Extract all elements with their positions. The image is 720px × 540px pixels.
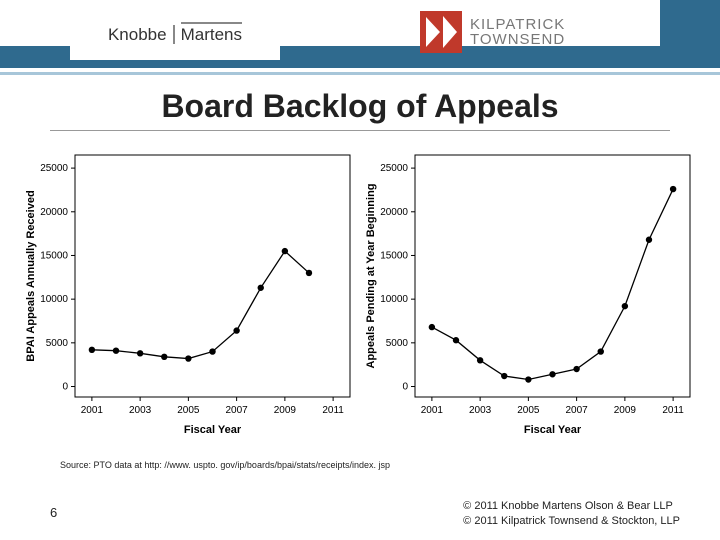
kilpatrick-mark-icon [420, 11, 462, 53]
header-underline [0, 72, 720, 75]
kilpatrick-text: KILPATRICK TOWNSEND [470, 17, 565, 47]
knobbe-martens-logo: Knobbe Martens [70, 10, 280, 60]
svg-text:25000: 25000 [380, 163, 408, 174]
svg-text:0: 0 [402, 382, 408, 393]
svg-text:2007: 2007 [225, 405, 248, 416]
source-text: Source: PTO data at http: //www. uspto. … [60, 460, 390, 470]
charts-row: 0 5000 10000 15000 20000 25000 2001 2003 2005 200… [20, 145, 700, 445]
logo-right-line1: KILPATRICK [470, 17, 565, 32]
footer: © 2011 Knobbe Martens Olson & Bear LLP ©… [463, 499, 680, 528]
page-number: 6 [50, 505, 57, 520]
svg-text:15000: 15000 [380, 250, 408, 261]
svg-text:2011: 2011 [662, 405, 684, 416]
svg-text:Fiscal Year: Fiscal Year [184, 424, 242, 436]
svg-text:10000: 10000 [40, 294, 68, 305]
svg-text:BPAI Appeals Annually Received: BPAI Appeals Annually Received [25, 190, 37, 361]
kilpatrick-townsend-logo: KILPATRICK TOWNSEND [420, 4, 650, 60]
svg-text:25000: 25000 [40, 163, 68, 174]
svg-text:2007: 2007 [565, 405, 588, 416]
svg-text:15000: 15000 [40, 250, 68, 261]
title-rule [50, 130, 670, 131]
logo-left-word-b: Martens [181, 22, 242, 44]
svg-text:5000: 5000 [386, 338, 409, 349]
copyright-line-2: © 2011 Kilpatrick Townsend & Stockton, L… [463, 514, 680, 528]
svg-text:20000: 20000 [40, 207, 68, 218]
logo-left-word-a: Knobbe [108, 25, 175, 44]
copyright-line-1: © 2011 Knobbe Martens Olson & Bear LLP [463, 499, 680, 513]
svg-text:2003: 2003 [129, 405, 152, 416]
page-title: Board Backlog of Appeals [131, 88, 588, 129]
chart-appeals-pending: 0 5000 10000 15000 20000 25000 2001 2003 2005 200… [360, 145, 700, 445]
header: Knobbe Martens KILPATRICK TOWNSEND [0, 0, 720, 70]
svg-text:2005: 2005 [517, 405, 540, 416]
svg-text:2001: 2001 [81, 405, 104, 416]
svg-text:Appeals Pending at Year Beginn: Appeals Pending at Year Beginning [365, 183, 377, 368]
logo-right-line2: TOWNSEND [470, 32, 565, 47]
svg-text:Fiscal Year: Fiscal Year [524, 424, 582, 436]
svg-text:0: 0 [62, 382, 68, 393]
svg-text:2001: 2001 [421, 405, 444, 416]
svg-text:2011: 2011 [322, 405, 344, 416]
chart-appeals-received: 0 5000 10000 15000 20000 25000 2001 2003 2005 200… [20, 145, 360, 445]
svg-text:2009: 2009 [274, 405, 297, 416]
title-wrap: Board Backlog of Appeals [0, 88, 720, 129]
svg-text:10000: 10000 [380, 294, 408, 305]
slide: Knobbe Martens KILPATRICK TOWNSEND Board … [0, 0, 720, 540]
svg-text:2003: 2003 [469, 405, 492, 416]
svg-text:5000: 5000 [46, 338, 69, 349]
svg-text:2005: 2005 [177, 405, 200, 416]
svg-text:20000: 20000 [380, 207, 408, 218]
svg-text:2009: 2009 [614, 405, 637, 416]
